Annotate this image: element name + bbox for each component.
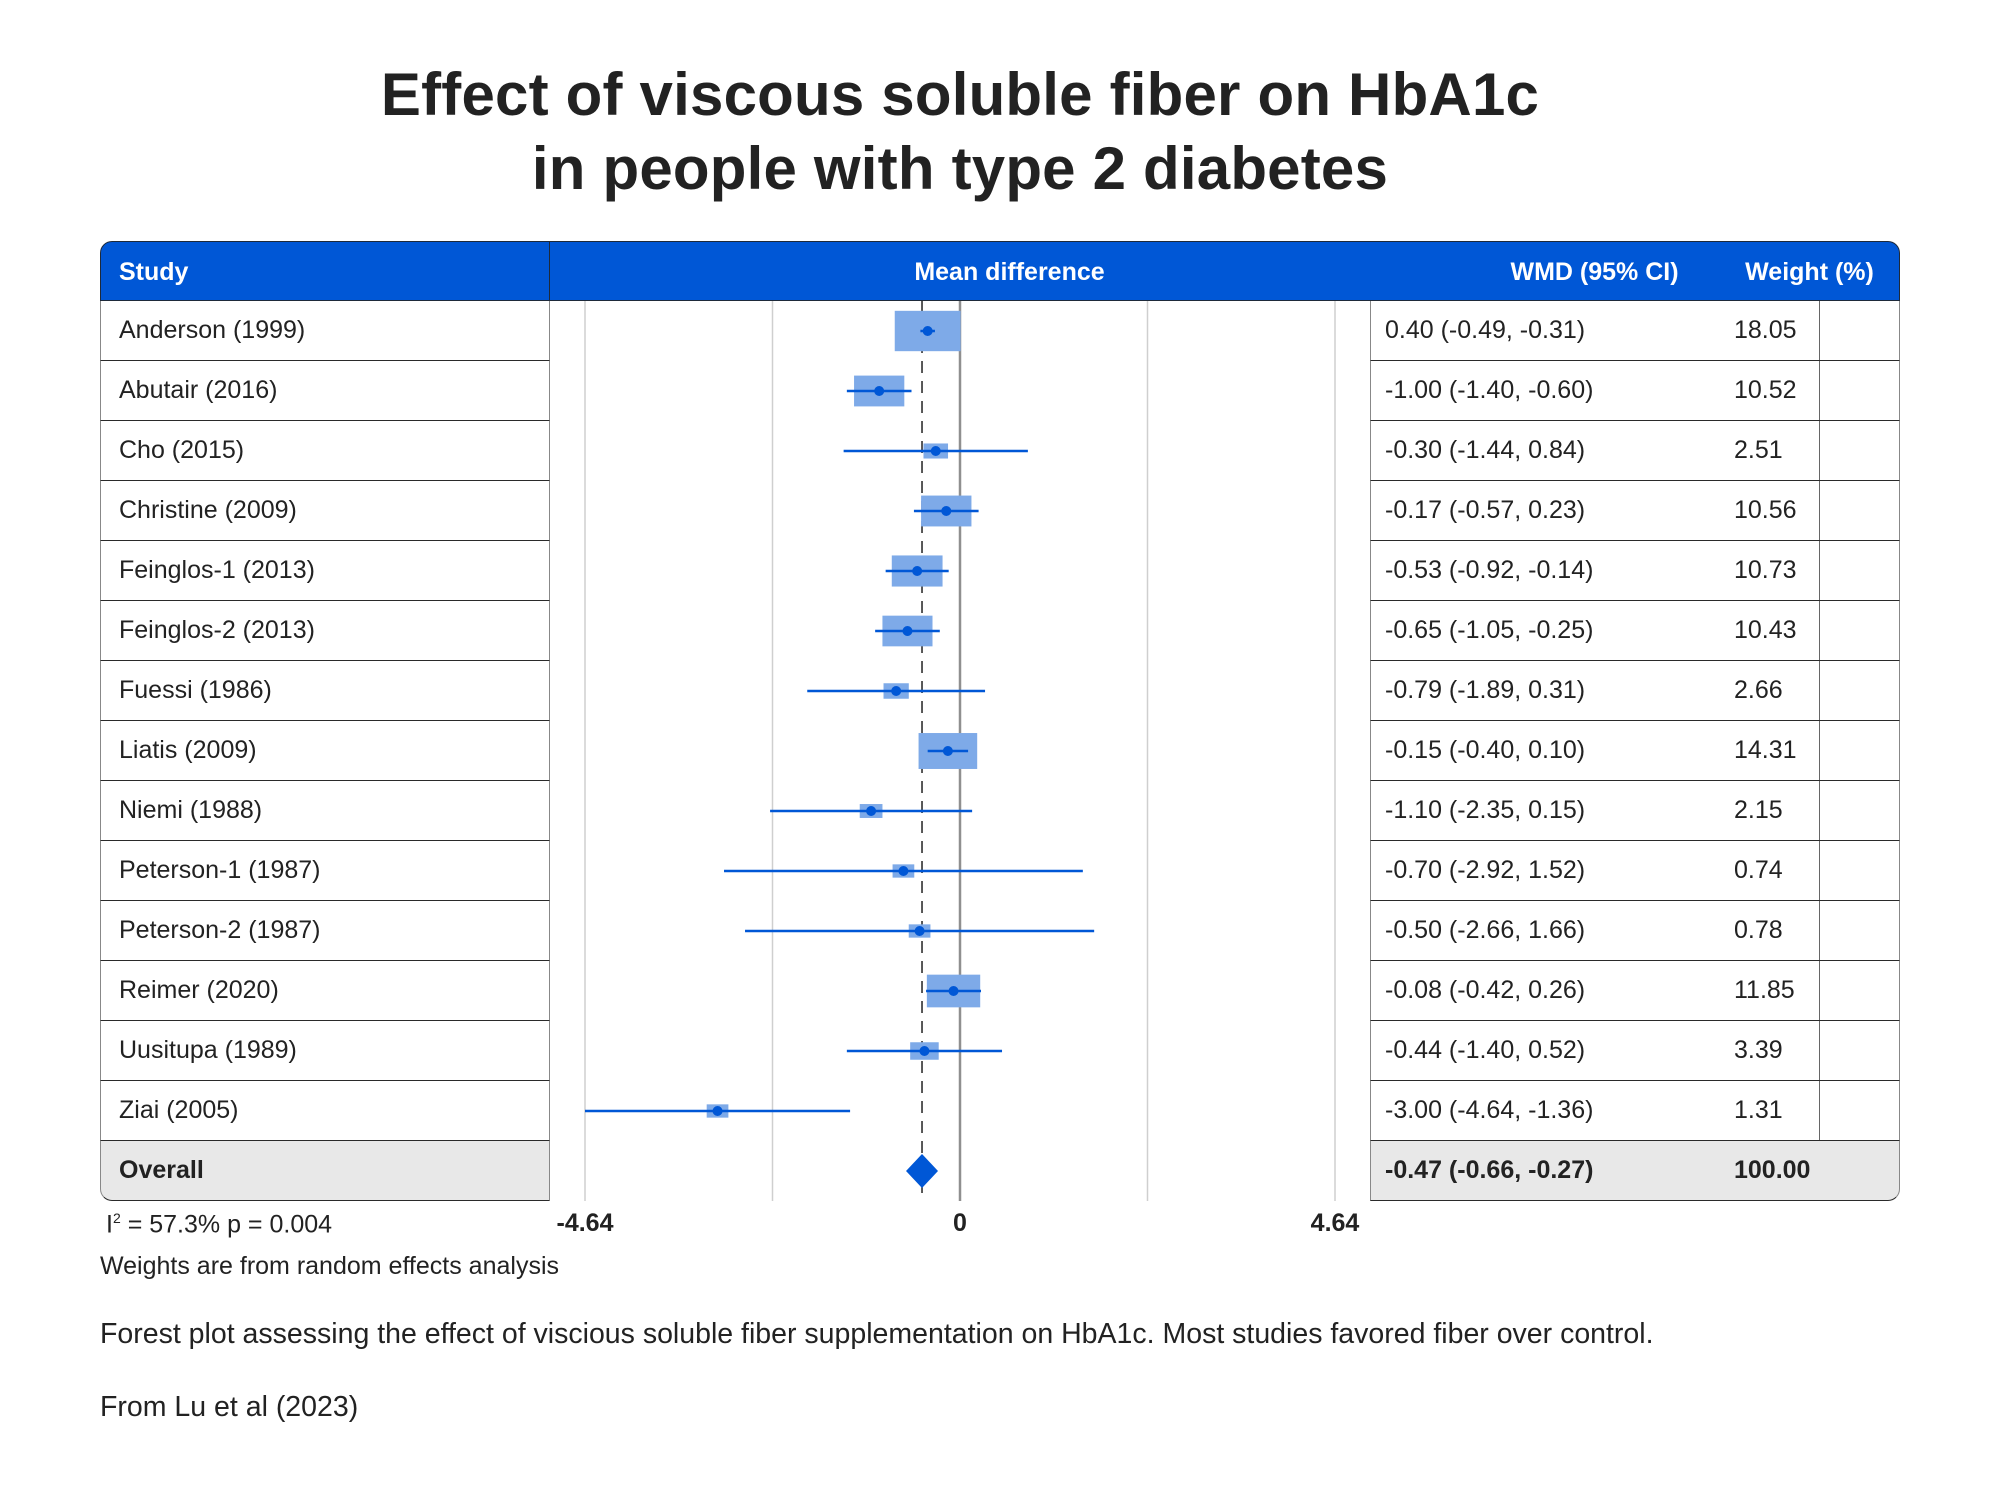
wmd-cell: -0.17 (-0.57, 0.23): [1370, 481, 1820, 541]
point-estimate: [912, 566, 923, 576]
weight-cell: 10.73: [1720, 541, 1900, 601]
weight-cell: 1.31: [1720, 1081, 1900, 1141]
point-estimate: [941, 506, 952, 516]
point-estimate: [919, 1046, 930, 1056]
weight-cell: 11.85: [1720, 961, 1900, 1021]
heterogeneity-stats: = 57.3% p = 0.004: [120, 1210, 333, 1239]
figure-caption: Forest plot assessing the effect of visc…: [100, 1318, 1654, 1350]
heterogeneity-I: I: [106, 1210, 113, 1239]
point-estimate: [942, 746, 953, 756]
chart-title-line-1: Effect of viscous soluble fiber on HbA1c: [380, 61, 1540, 128]
figure-source: From Lu et al (2023): [100, 1391, 359, 1423]
study-cell: Uusitupa (1989): [100, 1021, 550, 1081]
study-cell: Feinglos-1 (2013): [100, 541, 550, 601]
study-cell: Ziai (2005): [100, 1081, 550, 1141]
wmd-cell: -3.00 (-4.64, -1.36): [1370, 1081, 1820, 1141]
weight-cell: 2.51: [1720, 421, 1900, 481]
heterogeneity-note: I2 = 57.3% p = 0.004: [106, 1210, 332, 1239]
wmd-cell: -1.10 (-2.35, 0.15): [1370, 781, 1820, 841]
wmd-cell: -0.44 (-1.40, 0.52): [1370, 1021, 1820, 1081]
weight-cell: 3.39: [1720, 1021, 1900, 1081]
header-study: Study: [100, 241, 550, 301]
study-cell: Fuessi (1986): [100, 661, 550, 721]
point-estimate: [902, 626, 913, 636]
study-cell: Abutair (2016): [100, 361, 550, 421]
wmd-cell: -0.08 (-0.42, 0.26): [1370, 961, 1820, 1021]
point-estimate: [891, 686, 902, 696]
point-estimate: [712, 1106, 723, 1116]
study-cell: Liatis (2009): [100, 721, 550, 781]
wmd-cell: -1.00 (-1.40, -0.60): [1370, 361, 1820, 421]
x-tick-label: 0: [953, 1209, 967, 1237]
wmd-cell: -0.50 (-2.66, 1.66): [1370, 901, 1820, 961]
weight-cell: 18.05: [1720, 301, 1900, 361]
wmd-cell: 0.40 (-0.49, -0.31): [1370, 301, 1820, 361]
x-tick-label: 4.64: [1310, 1209, 1360, 1237]
study-cell: Feinglos-2 (2013): [100, 601, 550, 661]
weights-note: Weights are from random effects analysis: [100, 1252, 559, 1280]
wmd-cell: -0.53 (-0.92, -0.14): [1370, 541, 1820, 601]
point-estimate: [866, 806, 877, 816]
wmd-cell: -0.79 (-1.89, 0.31): [1370, 661, 1820, 721]
point-estimate: [914, 926, 925, 936]
point-estimate: [922, 326, 933, 336]
weight-cell: 10.56: [1720, 481, 1900, 541]
study-cell: Christine (2009): [100, 481, 550, 541]
wmd-cell: -0.70 (-2.92, 1.52): [1370, 841, 1820, 901]
wmd-cell: -0.15 (-0.40, 0.10): [1370, 721, 1820, 781]
weight-cell: 0.78: [1720, 901, 1900, 961]
point-estimate: [874, 386, 885, 396]
study-cell: Peterson-1 (1987): [100, 841, 550, 901]
weight-cell: 2.15: [1720, 781, 1900, 841]
weight-cell: 14.31: [1720, 721, 1900, 781]
point-estimate: [930, 446, 941, 456]
chart-title-line-2: in people with type 2 diabetes: [531, 135, 1389, 202]
chart-title: Effect of viscous soluble fiber on HbA1c…: [0, 58, 1920, 206]
forest-table: Study Mean difference WMD (95% CI) Weigh…: [100, 241, 1900, 1201]
weight-cell: 10.43: [1720, 601, 1900, 661]
point-estimate: [898, 866, 909, 876]
study-cell: Cho (2015): [100, 421, 550, 481]
header-mean-difference: Mean difference: [550, 241, 1470, 301]
overall-weight-cell: 100.00: [1720, 1141, 1900, 1201]
point-estimate: [948, 986, 959, 996]
weight-cell: 10.52: [1720, 361, 1900, 421]
study-cell: Reimer (2020): [100, 961, 550, 1021]
study-cell: Anderson (1999): [100, 301, 550, 361]
header-weight: Weight (%): [1720, 241, 1900, 301]
x-tick-label: -4.64: [556, 1209, 614, 1237]
overall-study-cell: Overall: [100, 1141, 550, 1201]
heterogeneity-sup: 2: [112, 1210, 121, 1226]
weight-cell: 0.74: [1720, 841, 1900, 901]
overall-diamond: [906, 1154, 939, 1188]
weight-cell: 2.66: [1720, 661, 1900, 721]
study-cell: Niemi (1988): [100, 781, 550, 841]
wmd-cell: -0.30 (-1.44, 0.84): [1370, 421, 1820, 481]
wmd-cell: -0.65 (-1.05, -0.25): [1370, 601, 1820, 661]
study-cell: Peterson-2 (1987): [100, 901, 550, 961]
